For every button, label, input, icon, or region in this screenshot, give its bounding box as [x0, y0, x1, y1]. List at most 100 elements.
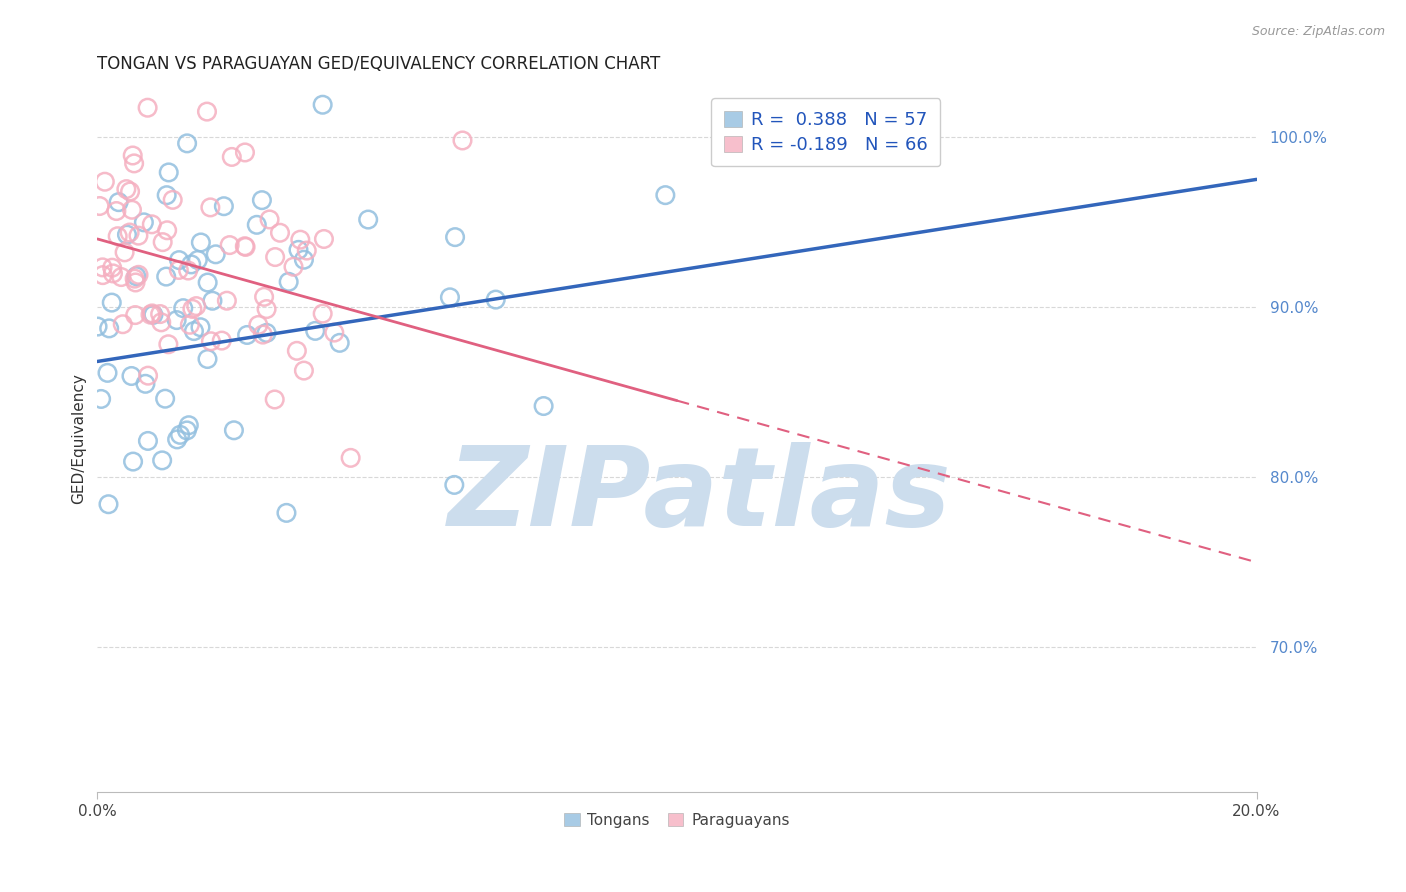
- Point: [100, 295, 122, 310]
- Point: [121, 148, 143, 162]
- Point: [136, 368, 159, 383]
- Point: [94, 175, 117, 189]
- Point: [292, 363, 315, 377]
- Point: [101, 260, 124, 275]
- Point: [121, 369, 143, 384]
- Point: [172, 301, 194, 315]
- Point: [290, 233, 312, 247]
- Point: [200, 334, 222, 349]
- Point: [269, 226, 291, 240]
- Point: [200, 201, 222, 215]
- Point: [357, 212, 380, 227]
- Point: [150, 315, 173, 329]
- Point: [124, 276, 146, 290]
- Point: [252, 327, 274, 342]
- Point: [215, 293, 238, 308]
- Point: [101, 267, 124, 281]
- Point: [190, 320, 212, 334]
- Point: [197, 276, 219, 290]
- Legend: Tongans, Paraguayans: Tongans, Paraguayans: [558, 806, 796, 834]
- Text: TONGAN VS PARAGUAYAN GED/EQUIVALENCY CORRELATION CHART: TONGAN VS PARAGUAYAN GED/EQUIVALENCY COR…: [97, 55, 661, 73]
- Point: [127, 228, 149, 243]
- Point: [139, 308, 162, 322]
- Point: [263, 392, 285, 407]
- Point: [153, 392, 176, 406]
- Point: [276, 506, 298, 520]
- Point: [152, 235, 174, 249]
- Point: [233, 145, 256, 160]
- Point: [533, 399, 555, 413]
- Point: [443, 478, 465, 492]
- Point: [90, 392, 112, 406]
- Point: [323, 326, 346, 340]
- Point: [283, 260, 305, 274]
- Point: [253, 290, 276, 304]
- Point: [136, 434, 159, 448]
- Point: [187, 252, 209, 267]
- Point: [256, 326, 278, 340]
- Point: [162, 193, 184, 207]
- Point: [96, 366, 118, 380]
- Point: [124, 271, 146, 285]
- Point: [134, 376, 156, 391]
- Point: [142, 308, 165, 322]
- Point: [304, 324, 326, 338]
- Point: [247, 318, 270, 332]
- Point: [169, 427, 191, 442]
- Point: [157, 165, 180, 179]
- Point: [339, 450, 361, 465]
- Point: [250, 193, 273, 207]
- Text: Source: ZipAtlas.com: Source: ZipAtlas.com: [1251, 25, 1385, 38]
- Point: [156, 223, 179, 237]
- Point: [277, 275, 299, 289]
- Point: [167, 263, 190, 277]
- Point: [177, 263, 200, 277]
- Point: [233, 239, 256, 253]
- Point: [485, 293, 508, 307]
- Point: [212, 199, 235, 213]
- Point: [166, 433, 188, 447]
- Point: [259, 212, 281, 227]
- Point: [120, 185, 142, 199]
- Point: [97, 497, 120, 511]
- Point: [179, 318, 201, 332]
- Point: [166, 313, 188, 327]
- Y-axis label: GED/Equivalency: GED/Equivalency: [72, 374, 86, 504]
- Point: [654, 188, 676, 202]
- Point: [89, 199, 111, 213]
- Point: [246, 218, 269, 232]
- Point: [311, 307, 333, 321]
- Point: [195, 104, 218, 119]
- Point: [121, 202, 143, 217]
- Point: [157, 337, 180, 351]
- Point: [132, 215, 155, 229]
- Point: [167, 253, 190, 268]
- Point: [122, 156, 145, 170]
- Point: [107, 195, 129, 210]
- Point: [329, 335, 352, 350]
- Point: [107, 229, 129, 244]
- Point: [180, 257, 202, 271]
- Point: [114, 245, 136, 260]
- Point: [444, 230, 467, 244]
- Point: [256, 301, 278, 316]
- Point: [295, 244, 318, 258]
- Point: [150, 453, 173, 467]
- Point: [197, 351, 219, 366]
- Point: [235, 240, 257, 254]
- Point: [285, 343, 308, 358]
- Point: [115, 182, 138, 196]
- Point: [287, 243, 309, 257]
- Point: [218, 238, 240, 252]
- Point: [118, 226, 141, 240]
- Point: [136, 101, 159, 115]
- Point: [98, 321, 121, 335]
- Point: [156, 188, 179, 202]
- Point: [204, 247, 226, 261]
- Point: [110, 270, 132, 285]
- Point: [292, 252, 315, 267]
- Point: [115, 227, 138, 242]
- Point: [183, 324, 205, 338]
- Point: [86, 319, 108, 334]
- Point: [201, 293, 224, 308]
